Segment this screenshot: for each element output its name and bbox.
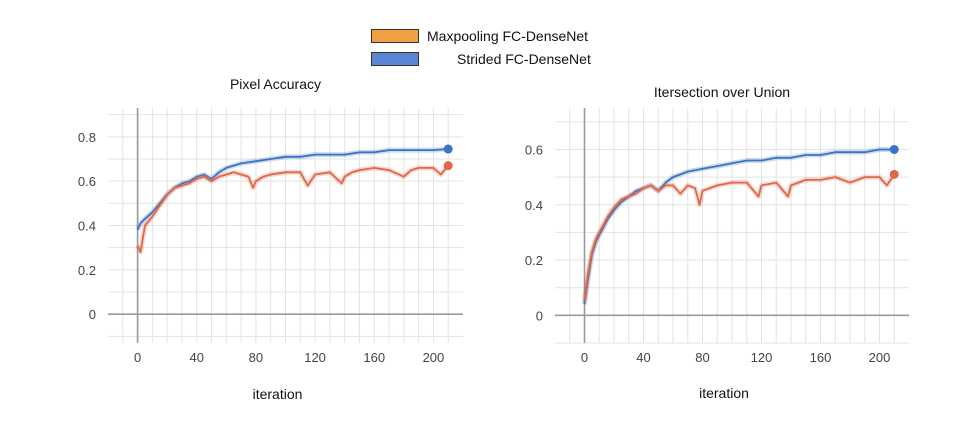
ytick-label-1-3: 0.6 [525, 142, 543, 157]
ytick-label-0-4: 0.8 [78, 130, 96, 145]
chart-title-0: Pixel Accuracy [230, 76, 321, 92]
ytick-label-0-1: 0.2 [78, 263, 96, 278]
ytick-label-1-0: 0 [536, 308, 543, 323]
xtick-label-0-5: 200 [423, 350, 445, 365]
x-axis-label-0: iteration [253, 386, 303, 402]
xtick-label-1-0: 0 [581, 350, 588, 365]
xtick-label-1-2: 80 [695, 350, 709, 365]
series-endpoint-0-maxpooling-fc-densenet [443, 161, 453, 171]
chart-title-1: Itersection over Union [654, 84, 790, 100]
series-endpoint-0-strided-fc-densenet [443, 144, 453, 154]
series-line-1-strided-fc-densenet [583, 148, 895, 305]
ytick-label-0-0: 0 [89, 307, 96, 322]
xtick-label-1-1: 40 [636, 350, 650, 365]
series-line-0-maxpooling-fc-densenet [136, 165, 449, 254]
legend-item-maxpooling: Maxpooling FC-DenseNet [371, 28, 588, 44]
xtick-label-1-3: 120 [751, 350, 773, 365]
legend-label-strided: Strided FC-DenseNet [457, 51, 591, 67]
ytick-label-1-2: 0.4 [525, 198, 543, 213]
series-line-1-maxpooling-fc-densenet [583, 173, 896, 302]
legend-swatch-maxpooling [371, 29, 419, 43]
legend-swatch-strided [371, 52, 419, 66]
ytick-label-1-1: 0.2 [525, 253, 543, 268]
xtick-label-0-3: 120 [304, 350, 326, 365]
xtick-label-1-4: 160 [810, 350, 832, 365]
xtick-label-0-4: 160 [363, 350, 385, 365]
xtick-label-0-1: 40 [190, 350, 204, 365]
series-endpoint-1-strided-fc-densenet [889, 144, 899, 154]
ytick-label-0-3: 0.6 [78, 174, 96, 189]
x-axis-label-1: iteration [699, 385, 749, 401]
xtick-label-1-5: 200 [869, 350, 891, 365]
series-endpoint-1-maxpooling-fc-densenet [889, 169, 899, 179]
legend-label-maxpooling: Maxpooling FC-DenseNet [427, 28, 589, 44]
xtick-label-0-0: 0 [134, 350, 141, 365]
legend-item-strided: Strided FC-DenseNet [371, 51, 591, 67]
ytick-label-0-2: 0.4 [78, 219, 96, 234]
xtick-label-0-2: 80 [249, 350, 263, 365]
